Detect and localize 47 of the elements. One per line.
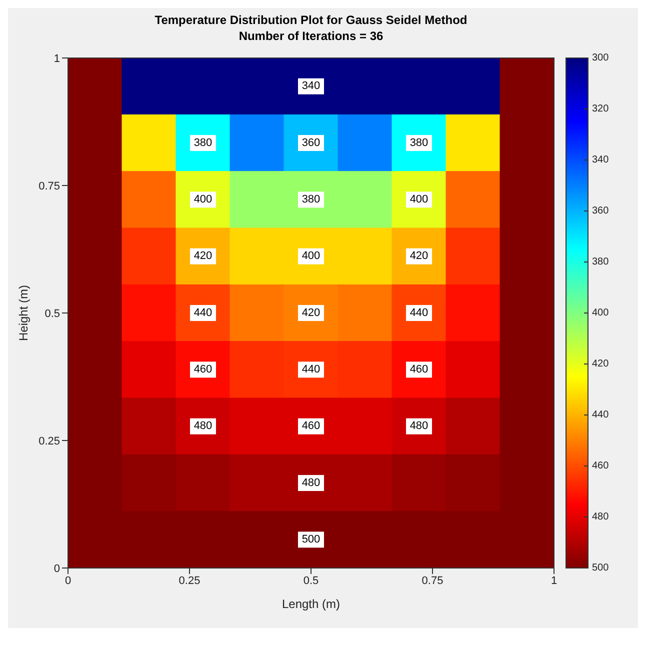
annotation: 400 bbox=[194, 194, 212, 206]
color-bar-label: 340 bbox=[592, 154, 610, 166]
y-axis-title: Height (m) bbox=[16, 284, 30, 342]
x-tick-label: 0 bbox=[64, 574, 72, 587]
x-axis-title: Length (m) bbox=[282, 597, 340, 611]
x-tick-label: 1 bbox=[550, 574, 558, 587]
annotation: 400 bbox=[302, 250, 320, 262]
color-bar-label: 300 bbox=[592, 52, 610, 64]
color-bar-label: 360 bbox=[592, 206, 610, 217]
annotation: 480 bbox=[410, 420, 428, 432]
annotation: 380 bbox=[410, 136, 428, 149]
colorbar: 300 320 340 360 380 400 420 440 460 480 500 bbox=[564, 53, 624, 573]
chart-title: Temperature Distribution Plot for Gauss Seidel Method bbox=[154, 12, 468, 28]
annotation: 460 bbox=[302, 420, 320, 432]
color-bar-label: 500 bbox=[592, 562, 610, 574]
annotation: 420 bbox=[194, 250, 212, 262]
annotation: 380 bbox=[302, 194, 320, 206]
y-tick-label: 0.75 bbox=[38, 180, 60, 192]
annotation: 440 bbox=[194, 306, 212, 319]
annotation: 340 bbox=[302, 80, 320, 92]
color-bar-label: 320 bbox=[592, 104, 610, 115]
annotation: 440 bbox=[302, 364, 320, 376]
annotation: 440 bbox=[410, 306, 428, 319]
y-tick-label: 0.25 bbox=[38, 435, 60, 448]
color-bar-label: 420 bbox=[592, 358, 610, 370]
color-bar-label: 460 bbox=[592, 460, 610, 472]
y-tick-label: 0.5 bbox=[44, 308, 60, 320]
annotation: 500 bbox=[302, 534, 320, 546]
annotation: 360 bbox=[302, 136, 320, 149]
annotation: 480 bbox=[194, 420, 212, 432]
chart-subtitle: Number of Iterations = 36 bbox=[238, 28, 384, 44]
y-tick-label: 0 bbox=[54, 562, 60, 575]
x-tick-label: 0.75 bbox=[422, 574, 444, 587]
annotation: 480 bbox=[302, 476, 320, 489]
annotation: 420 bbox=[410, 250, 428, 262]
annotation: 420 bbox=[302, 306, 320, 319]
annotation: 380 bbox=[194, 136, 212, 149]
annotation: 400 bbox=[410, 194, 428, 206]
y-tick-label: 1 bbox=[54, 52, 60, 65]
annotation: 460 bbox=[410, 364, 428, 376]
color-bar-label: 380 bbox=[592, 256, 610, 268]
annotation: 460 bbox=[194, 364, 212, 376]
x-tick-label: 0.5 bbox=[303, 574, 319, 587]
x-tick-label: 0.25 bbox=[178, 574, 200, 587]
color-bar-label: 400 bbox=[592, 308, 610, 319]
color-bar-label: 480 bbox=[592, 512, 610, 523]
color-bar-label: 440 bbox=[592, 410, 610, 421]
